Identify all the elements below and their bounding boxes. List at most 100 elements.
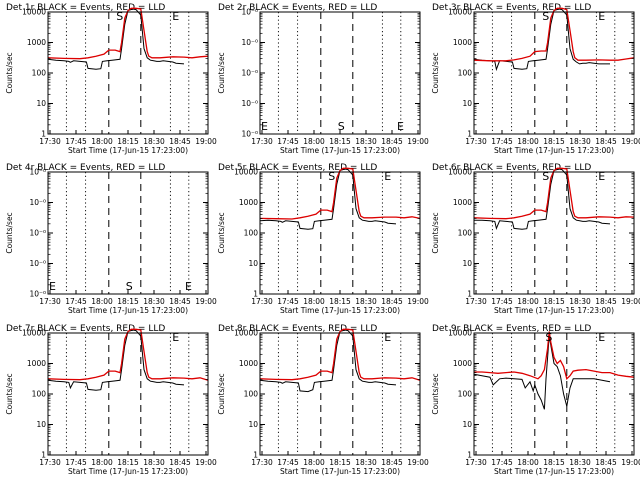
x-tick-label: 17:45 — [277, 458, 299, 467]
series-lld — [47, 7, 209, 60]
y-tick-label: 10000 — [448, 8, 472, 17]
series-events — [47, 8, 185, 70]
marker-label-e: E — [598, 10, 605, 23]
marker-label-e: E — [397, 120, 404, 133]
x-tick-label: 18:15 — [117, 297, 139, 306]
x-tick-label: 18:30 — [143, 458, 165, 467]
y-tick-label: 10⁻⁰ — [241, 69, 258, 78]
x-tick-label: 19:00 — [407, 458, 429, 467]
x-tick-label: 18:30 — [355, 297, 377, 306]
x-tick-label: 18:45 — [595, 458, 617, 467]
x-tick-label: 19:00 — [407, 297, 429, 306]
x-tick-label: 18:15 — [117, 458, 139, 467]
x-axis-label: Start Time (17-Jun-15 17:23:00) — [280, 306, 400, 315]
y-tick-label: 1 — [253, 451, 258, 460]
x-tick-label: 17:45 — [65, 297, 87, 306]
x-tick-label: 19:00 — [621, 137, 640, 146]
x-tick-label: 17:30 — [39, 297, 61, 306]
marker-label-s: S — [126, 280, 133, 293]
panel-title: Det 5r BLACK = Events, RED = LLD — [218, 163, 377, 173]
x-tick-label: 18:00 — [303, 137, 325, 146]
marker-label-e: E — [172, 331, 179, 344]
plot-frame — [47, 171, 209, 295]
marker-label-e: E — [598, 170, 605, 183]
x-axis-label: Start Time (17-Jun-15 17:23:00) — [280, 467, 400, 476]
x-tick-label: 17:30 — [465, 458, 487, 467]
y-tick-label: 1000 — [453, 359, 472, 368]
y-tick-label: 1 — [467, 130, 472, 139]
y-tick-label: 100 — [458, 229, 473, 238]
y-tick-label: 10000 — [234, 168, 258, 177]
y-tick-label: 10⁻⁰ — [29, 290, 46, 299]
x-tick-label: 18:15 — [543, 297, 565, 306]
y-tick-label: 1000 — [453, 198, 472, 207]
marker-label-e: E — [384, 331, 391, 344]
y-tick-label: 10⁻⁰ — [241, 8, 258, 17]
series-lld — [259, 328, 421, 381]
x-tick-label: 17:45 — [277, 137, 299, 146]
plot-frame — [47, 11, 209, 135]
x-tick-label: 18:00 — [303, 458, 325, 467]
x-tick-label: 17:45 — [491, 458, 513, 467]
y-axis-label: Counts/sec — [431, 212, 440, 253]
y-tick-label: 10 — [36, 420, 46, 429]
x-tick-label: 17:45 — [491, 137, 513, 146]
marker-label-s: S — [542, 170, 549, 183]
y-tick-label: 1 — [467, 290, 472, 299]
y-tick-label: 100 — [244, 390, 259, 399]
x-tick-label: 18:00 — [303, 297, 325, 306]
x-tick-label: 17:45 — [65, 137, 87, 146]
x-tick-label: 17:30 — [39, 458, 61, 467]
y-tick-label: 10⁻⁰ — [29, 229, 46, 238]
y-axis-label: Counts/sec — [217, 212, 226, 253]
x-tick-label: 17:45 — [491, 297, 513, 306]
marker-label-e: E — [384, 170, 391, 183]
series-events — [259, 168, 397, 230]
y-tick-label: 10 — [462, 420, 472, 429]
x-tick-label: 18:15 — [543, 137, 565, 146]
x-tick-label: 19:00 — [621, 297, 640, 306]
x-axis-label: Start Time (17-Jun-15 17:23:00) — [494, 467, 614, 476]
panel-title: Det 7r BLACK = Events, RED = LLD — [6, 324, 165, 334]
x-tick-label: 17:45 — [277, 297, 299, 306]
x-tick-label: 19:00 — [621, 458, 640, 467]
x-tick-label: 19:00 — [195, 297, 217, 306]
x-tick-label: 19:00 — [195, 458, 217, 467]
series-events — [474, 168, 611, 231]
x-tick-label: 18:45 — [169, 297, 191, 306]
marker-label-e: E — [49, 280, 56, 293]
panel-title: Det 2r BLACK = Events, RED = LLD — [218, 3, 377, 13]
x-tick-label: 17:30 — [39, 137, 61, 146]
x-tick-label: 18:15 — [329, 137, 351, 146]
y-tick-label: 1000 — [27, 359, 46, 368]
y-tick-label: 1000 — [27, 38, 46, 47]
panel-title: Det 4r BLACK = Events, RED = LLD — [6, 163, 165, 173]
panel-det-8: Det 8r BLACK = Events, RED = LLD E 1 10 100 1… — [217, 324, 429, 476]
x-tick-label: 18:45 — [381, 297, 403, 306]
series-events — [259, 329, 397, 393]
x-tick-label: 18:30 — [355, 137, 377, 146]
y-tick-label: 1000 — [453, 38, 472, 47]
series-events — [47, 329, 185, 391]
marker-label-s: S — [328, 170, 335, 183]
panel-det-7: Det 7r BLACK = Events, RED = LLD E 1 10 100 1… — [5, 324, 217, 476]
marker-label-s: S — [338, 120, 345, 133]
x-tick-label: 19:00 — [195, 137, 217, 146]
y-tick-label: 10⁻⁰ — [241, 99, 258, 108]
y-tick-label: 10 — [248, 420, 258, 429]
y-tick-label: 100 — [458, 69, 473, 78]
x-axis-label: Start Time (17-Jun-15 17:23:00) — [68, 467, 188, 476]
y-tick-label: 10000 — [448, 168, 472, 177]
plot-frame — [473, 171, 635, 295]
x-tick-label: 17:30 — [251, 137, 273, 146]
y-tick-label: 10000 — [22, 329, 46, 338]
y-tick-label: 10 — [36, 99, 46, 108]
marker-label-s: S — [542, 10, 549, 23]
panel-title: Det 9r BLACK = Events, RED = LLD — [432, 324, 591, 334]
y-axis-label: Counts/sec — [5, 212, 14, 253]
